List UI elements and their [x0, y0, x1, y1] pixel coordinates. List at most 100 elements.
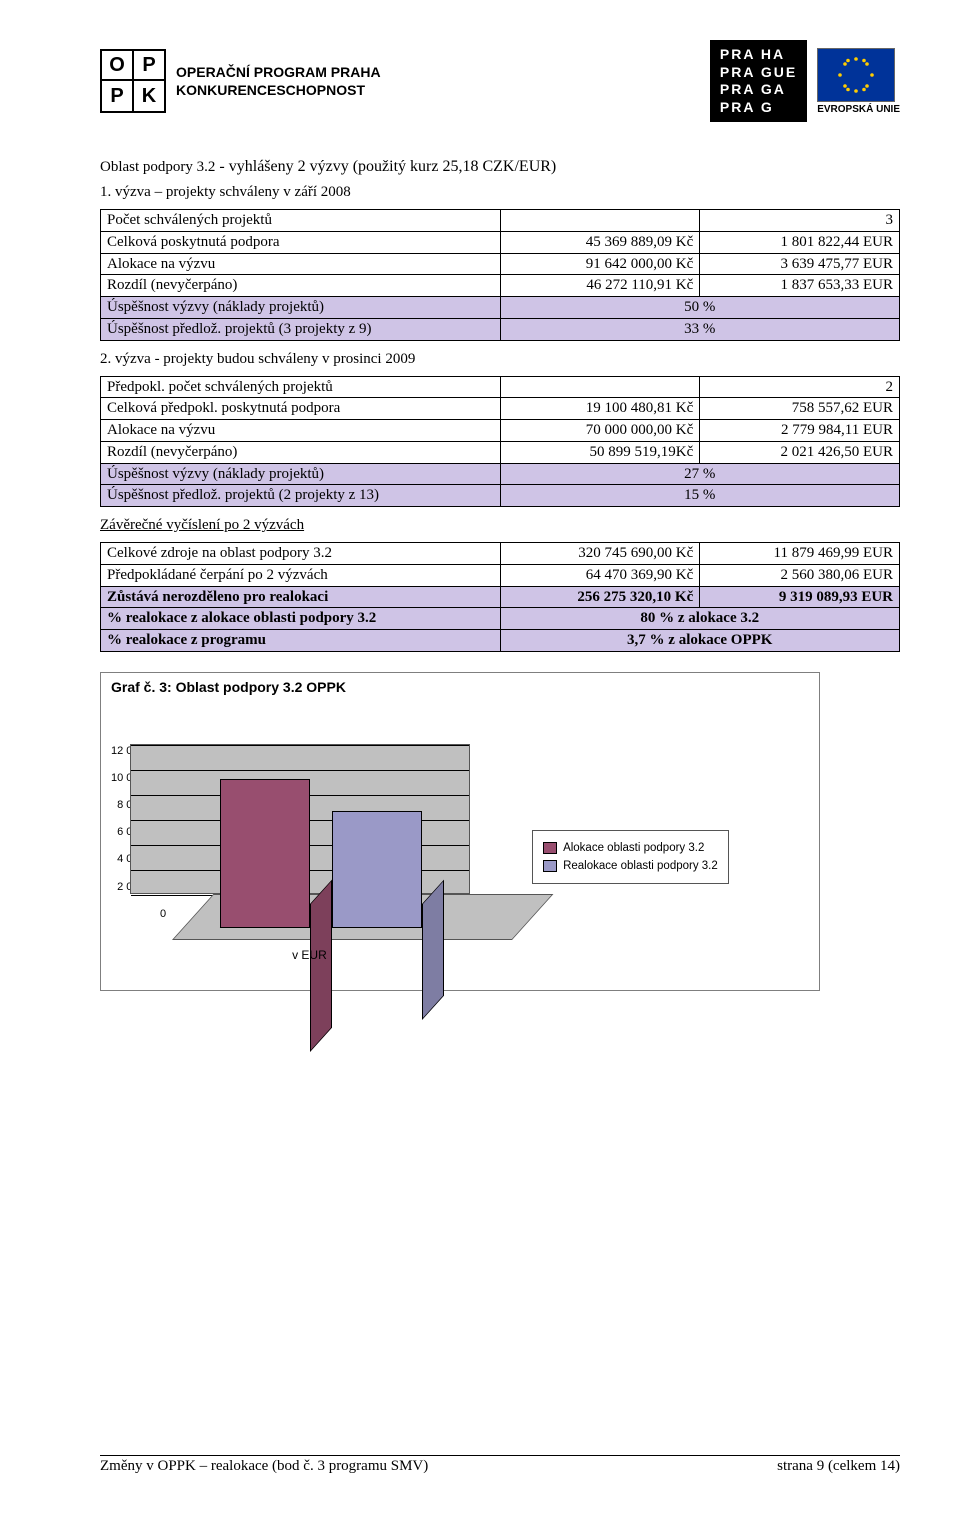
- row-label: Úspěšnost předlož. projektů (3 projekty …: [101, 318, 501, 340]
- row-value-eur: 3: [700, 210, 900, 232]
- row-value-eur: 2 021 426,50 EUR: [700, 441, 900, 463]
- row-label: % realokace z programu: [101, 630, 501, 652]
- table-row: Zůstává nerozděleno pro realokaci256 275…: [101, 586, 900, 608]
- table-row: Alokace na výzvu91 642 000,00 Kč3 639 47…: [101, 253, 900, 275]
- footer-left: Změny v OPPK – realokace (bod č. 3 progr…: [100, 1458, 428, 1475]
- table-row: Úspěšnost výzvy (náklady projektů)27 %: [101, 463, 900, 485]
- block3-intro: Závěrečné vyčíslení po 2 výzvách: [100, 517, 900, 534]
- legend-swatch: [543, 842, 557, 854]
- logos-left: O P P K OPERAČNÍ PROGRAM PRAHA KONKURENC…: [100, 49, 381, 113]
- row-label: Rozdíl (nevyčerpáno): [101, 441, 501, 463]
- eu-logo-block: EVROPSKÁ UNIE: [817, 48, 900, 115]
- chart-container: Graf č. 3: Oblast podpory 3.2 OPPK 12 00…: [100, 672, 820, 991]
- row-value-kc: 256 275 320,10 Kč: [500, 586, 700, 608]
- row-value-eur: 3 639 475,77 EUR: [700, 253, 900, 275]
- section-title: Oblast podpory 3.2: [100, 159, 215, 175]
- oppk-logo-text: OPERAČNÍ PROGRAM PRAHA KONKURENCESCHOPNO…: [176, 63, 381, 99]
- legend-item: Realokace oblasti podpory 3.2: [543, 857, 718, 875]
- gridline: [131, 770, 469, 771]
- table-row: Předpokládané čerpání po 2 výzvách64 470…: [101, 564, 900, 586]
- table-row: Celkové zdroje na oblast podpory 3.2320 …: [101, 543, 900, 565]
- section-suffix: - vyhlášeny 2 výzvy (použitý kurz 25,18 …: [215, 158, 556, 175]
- row-label: Úspěšnost výzvy (náklady projektů): [101, 463, 501, 485]
- row-value-kc: 46 272 110,91 Kč: [500, 275, 700, 297]
- row-value-eur: 9 319 089,93 EUR: [700, 586, 900, 608]
- section-heading: Oblast podpory 3.2 - vyhlášeny 2 výzvy (…: [100, 158, 900, 176]
- legend-label: Realokace oblasti podpory 3.2: [563, 860, 718, 872]
- table-row: Počet schválených projektů 3: [101, 210, 900, 232]
- table-row: Úspěšnost výzvy (náklady projektů)50 %: [101, 297, 900, 319]
- row-label: Celková předpokl. poskytnutá podpora: [101, 398, 501, 420]
- row-value-eur: 758 557,62 EUR: [700, 398, 900, 420]
- table-row: % realokace z alokace oblasti podpory 3.…: [101, 608, 900, 630]
- row-value-kc: 50 899 519,19Kč: [500, 441, 700, 463]
- chart-title: Graf č. 3: Oblast podpory 3.2 OPPK: [111, 679, 809, 695]
- oppk-text-line: OPERAČNÍ PROGRAM PRAHA: [176, 63, 381, 81]
- row-value-kc: 320 745 690,00 Kč: [500, 543, 700, 565]
- row-label: Celkové zdroje na oblast podpory 3.2: [101, 543, 501, 565]
- row-label: Počet schválených projektů: [101, 210, 501, 232]
- table-row: Předpokl. počet schválených projektů 2: [101, 376, 900, 398]
- row-label: Předpokládané čerpání po 2 výzvách: [101, 564, 501, 586]
- row-value-kc: 64 470 369,90 Kč: [500, 564, 700, 586]
- row-label: Alokace na výzvu: [101, 420, 501, 442]
- chart-plot: 12 000 00010 000 0008 000 0006 000 0004 …: [111, 745, 512, 970]
- chart-bars-area: v EUR: [172, 745, 512, 970]
- oppk-cell: K: [134, 81, 164, 111]
- row-value-eur: 2: [700, 376, 900, 398]
- row-value: 27 %: [500, 463, 900, 485]
- table-row: Úspěšnost předlož. projektů (2 projekty …: [101, 485, 900, 507]
- praha-line: PRA GA: [720, 81, 797, 99]
- block2-intro: 2. výzva - projekty budou schváleny v pr…: [100, 351, 900, 368]
- praha-line: PRA G: [720, 99, 797, 117]
- row-value: 3,7 % z alokace OPPK: [500, 630, 900, 652]
- row-value-kc: 19 100 480,81 Kč: [500, 398, 700, 420]
- table-row: % realokace z programu3,7 % z alokace OP…: [101, 630, 900, 652]
- row-value: 33 %: [500, 318, 900, 340]
- page-footer: Změny v OPPK – realokace (bod č. 3 progr…: [100, 1455, 900, 1475]
- oppk-logo: O P P K: [100, 49, 166, 113]
- row-label: Alokace na výzvu: [101, 253, 501, 275]
- table-row: Rozdíl (nevyčerpáno)46 272 110,91 Kč1 83…: [101, 275, 900, 297]
- eu-logo-text: EVROPSKÁ UNIE: [817, 104, 900, 115]
- row-label: Rozdíl (nevyčerpáno): [101, 275, 501, 297]
- table-row: Celková předpokl. poskytnutá podpora19 1…: [101, 398, 900, 420]
- row-value-eur: 1 837 653,33 EUR: [700, 275, 900, 297]
- table-row: Rozdíl (nevyčerpáno)50 899 519,19Kč2 021…: [101, 441, 900, 463]
- legend-item: Alokace oblasti podpory 3.2: [543, 839, 718, 857]
- oppk-cell: O: [102, 51, 132, 81]
- row-value-kc: [500, 376, 700, 398]
- row-label: % realokace z alokace oblasti podpory 3.…: [101, 608, 501, 630]
- row-value-eur: 11 879 469,99 EUR: [700, 543, 900, 565]
- row-value-eur: 1 801 822,44 EUR: [700, 231, 900, 253]
- gridline: [131, 745, 469, 746]
- row-label: Úspěšnost výzvy (náklady projektů): [101, 297, 501, 319]
- chart-body: 12 000 00010 000 0008 000 0006 000 0004 …: [111, 745, 809, 970]
- legend-label: Alokace oblasti podpory 3.2: [563, 842, 704, 854]
- row-label: Zůstává nerozděleno pro realokaci: [101, 586, 501, 608]
- y-tick-label: 0: [111, 908, 166, 920]
- praha-line: PRA HA: [720, 46, 797, 64]
- logos-right: PRA HA PRA GUE PRA GA PRA G: [710, 40, 900, 122]
- chart-x-label: v EUR: [292, 948, 327, 962]
- praha-line: PRA GUE: [720, 64, 797, 82]
- row-value-kc: 70 000 000,00 Kč: [500, 420, 700, 442]
- row-value: 50 %: [500, 297, 900, 319]
- legend-swatch: [543, 860, 557, 872]
- row-value-kc: 45 369 889,09 Kč: [500, 231, 700, 253]
- oppk-text-line: KONKURENCESCHOPNOST: [176, 81, 381, 99]
- chart-legend: Alokace oblasti podpory 3.2 Realokace obl…: [532, 830, 729, 884]
- document-page: O P P K OPERAČNÍ PROGRAM PRAHA KONKURENC…: [0, 0, 960, 1517]
- footer-right: strana 9 (celkem 14): [777, 1458, 900, 1475]
- oppk-cell: P: [102, 81, 132, 111]
- row-value-eur: 2 560 380,06 EUR: [700, 564, 900, 586]
- row-value: 80 % z alokace 3.2: [500, 608, 900, 630]
- block2-table: Předpokl. počet schválených projektů2Cel…: [100, 376, 900, 508]
- row-label: Úspěšnost předlož. projektů (2 projekty …: [101, 485, 501, 507]
- praha-logo: PRA HA PRA GUE PRA GA PRA G: [710, 40, 807, 122]
- table-row: Úspěšnost předlož. projektů (3 projekty …: [101, 318, 900, 340]
- row-value: 15 %: [500, 485, 900, 507]
- block3-table: Celkové zdroje na oblast podpory 3.2320 …: [100, 542, 900, 652]
- row-label: Předpokl. počet schválených projektů: [101, 376, 501, 398]
- table-row: Celková poskytnutá podpora45 369 889,09 …: [101, 231, 900, 253]
